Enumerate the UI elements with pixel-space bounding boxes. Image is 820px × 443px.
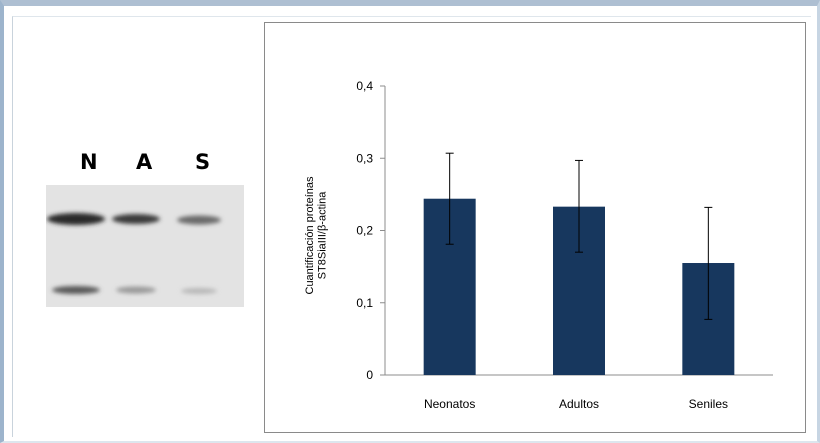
x-category-label: Neonatos — [424, 397, 475, 411]
lane-label-n: N — [80, 150, 98, 174]
band-n-upper — [47, 213, 105, 225]
y-axis-label-line: ST8SiaIII/β-actina — [317, 191, 329, 280]
band-a-upper — [112, 214, 160, 224]
blot-gel — [46, 185, 244, 307]
chart-container: 0 0,1 0,2 0,3 0,4 Neonatos Adultos Seniles Cua… — [264, 22, 806, 433]
y-axis-label-line: Cuantificación proteínas — [304, 176, 316, 295]
band-a-lower — [116, 286, 156, 294]
y-tick-label: 0 — [366, 368, 373, 382]
y-axis-label: Cuantificación proteínasST8SiaIII/β-acti… — [304, 176, 329, 295]
y-tick-label: 0,1 — [356, 296, 373, 310]
band-n-lower — [52, 286, 100, 294]
y-tick-label: 0,2 — [356, 224, 373, 238]
lane-label-s: S — [195, 150, 211, 174]
band-s-lower — [181, 288, 217, 294]
bar-chart: 0 0,1 0,2 0,3 0,4 Neonatos Adultos Seniles Cua… — [304, 79, 773, 411]
lane-label-a: A — [136, 150, 153, 174]
x-category-label: Adultos — [559, 397, 599, 411]
chart-y-ticks: 0 0,1 0,2 0,3 0,4 — [356, 79, 385, 382]
chart-error-bars — [445, 152, 713, 320]
chart-x-labels: Neonatos Adultos Seniles — [424, 397, 728, 411]
x-category-label: Seniles — [689, 397, 728, 411]
y-tick-label: 0,4 — [356, 79, 373, 93]
y-tick-label: 0,3 — [356, 151, 373, 165]
band-s-upper — [177, 215, 221, 225]
blot-bands — [46, 185, 244, 307]
frame-inner-border — [12, 16, 811, 437]
